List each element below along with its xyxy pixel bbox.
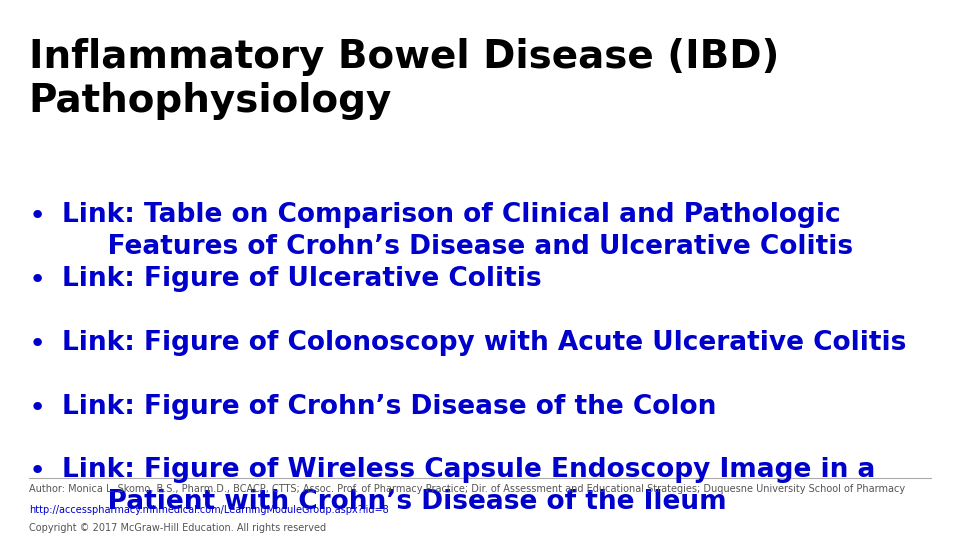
Text: Link: Figure of Ulcerative Colitis: Link: Figure of Ulcerative Colitis <box>62 266 542 292</box>
Text: Link: Figure of Wireless Capsule Endoscopy Image in a
     Patient with Crohn’s : Link: Figure of Wireless Capsule Endosco… <box>62 457 876 515</box>
Text: Inflammatory Bowel Disease (IBD)
Pathophysiology: Inflammatory Bowel Disease (IBD) Pathoph… <box>29 38 780 120</box>
Text: http://accesspharmacy.mhmedical.com/LearningModuleGroup.aspx?lid=8: http://accesspharmacy.mhmedical.com/Lear… <box>29 505 389 515</box>
Text: Link: Figure of Colonoscopy with Acute Ulcerative Colitis: Link: Figure of Colonoscopy with Acute U… <box>62 330 907 356</box>
Text: •: • <box>29 266 46 294</box>
Text: Link: Table on Comparison of Clinical and Pathologic
     Features of Crohn’s Di: Link: Table on Comparison of Clinical an… <box>62 202 853 260</box>
Text: Author: Monica L. Skomo, B.S., Pharm.D., BCACP, CTTS; Assoc. Prof. of Pharmacy P: Author: Monica L. Skomo, B.S., Pharm.D.,… <box>29 484 905 495</box>
Text: Link: Figure of Crohn’s Disease of the Colon: Link: Figure of Crohn’s Disease of the C… <box>62 394 717 420</box>
Text: Copyright © 2017 McGraw-Hill Education. All rights reserved: Copyright © 2017 McGraw-Hill Education. … <box>29 523 326 534</box>
Text: •: • <box>29 457 46 485</box>
Text: •: • <box>29 394 46 422</box>
Text: •: • <box>29 202 46 231</box>
Text: •: • <box>29 330 46 358</box>
